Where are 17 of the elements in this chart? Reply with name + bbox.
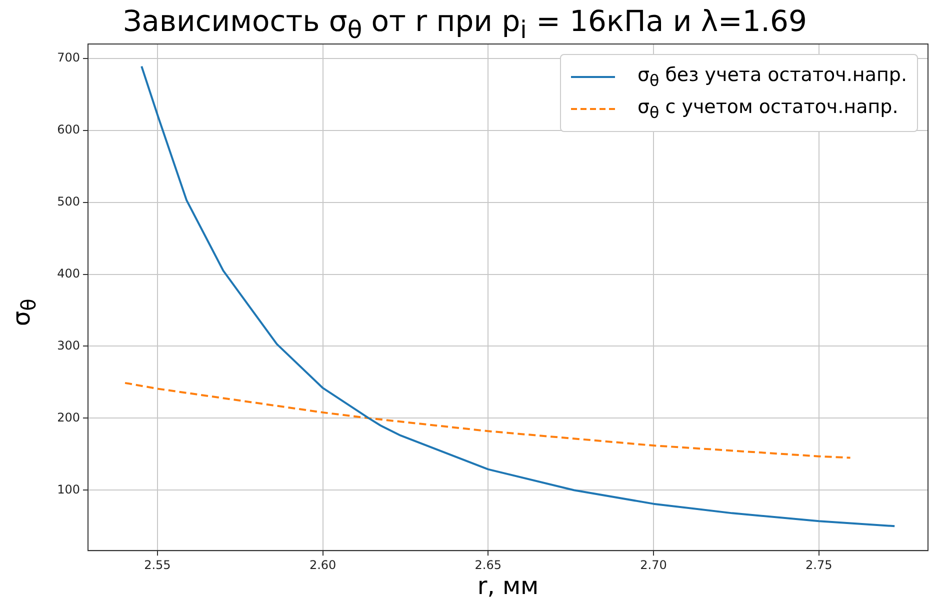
x-tick-label: 2.70: [640, 558, 667, 572]
legend-label: σ$_{θ}$ без учета остаточ.напр.: [637, 64, 907, 90]
x-tick-label: 2.55: [144, 558, 171, 572]
y-tick-label: 200: [57, 410, 80, 424]
y-tick-label: 400: [57, 266, 80, 280]
y-tick-label: 300: [57, 338, 80, 352]
y-tick-label: 700: [57, 50, 80, 65]
x-tick-label: 2.60: [309, 558, 336, 572]
line-series: [124, 382, 852, 459]
chart-title: Зависимость σ$_{θ}$ от r при p$_{i}$ = 16кПа и λ=1.69: [122, 4, 808, 44]
x-tick-label: 2.75: [806, 558, 832, 572]
x-tick-label: 2.65: [474, 558, 502, 572]
x-axis-title: r, мм: [476, 572, 540, 600]
legend-label: σ$_{θ}$ с учетом остаточ.напр.: [637, 96, 898, 122]
y-tick-label: 100: [57, 482, 80, 496]
y-tick-label: 500: [57, 194, 80, 208]
y-tick-label: 600: [57, 122, 80, 136]
